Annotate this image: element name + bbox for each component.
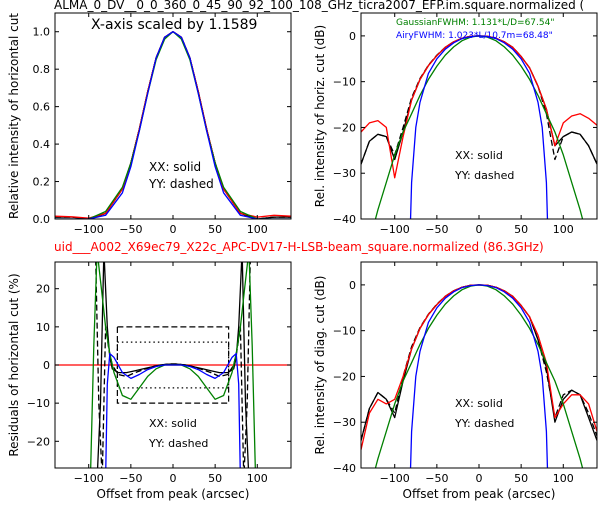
y-tick-label: 0 — [43, 359, 50, 372]
x-tick-label: −50 — [425, 223, 448, 236]
x-tick-label: −100 — [74, 223, 104, 236]
y-tick-label: 0.4 — [33, 138, 51, 151]
annotation: X-axis scaled by 1.1589 — [91, 17, 257, 33]
x-tick-label: −50 — [425, 472, 448, 485]
series-line-4 — [409, 284, 549, 468]
y-tick-label: −10 — [27, 397, 50, 410]
y-tick-label: 20 — [36, 283, 50, 296]
axes-frame — [360, 261, 598, 469]
x-tick-label: 100 — [553, 472, 574, 485]
series-line-4 — [409, 35, 549, 219]
y-tick-label: 0.8 — [33, 63, 51, 76]
y-axis-label: Relative intensity of horizontal cut — [7, 13, 21, 219]
y-tick-label: 0.6 — [33, 101, 51, 114]
x-tick-label: −100 — [74, 472, 104, 485]
top-title: ALMA_0_DV__0_0_360_0_45_90_92_100_108_GH… — [54, 0, 584, 12]
annotation: YY: dashed — [148, 437, 208, 450]
plot-area — [361, 284, 597, 468]
plot-area — [55, 262, 291, 468]
y-tick-label: 1.0 — [33, 26, 51, 39]
x-tick-label: 50 — [514, 223, 528, 236]
x-tick-label: −50 — [119, 223, 142, 236]
y-axis-label: Residuals of horizontal cut (%) — [7, 273, 21, 456]
x-axis-label: Offset from peak (arcsec) — [403, 487, 556, 501]
y-tick-label: −10 — [333, 76, 356, 89]
mid-title: uid___A002_X69ec79_X22c_APC-DV17-H-LSB-b… — [54, 240, 544, 254]
y-tick-label: −20 — [27, 435, 50, 448]
y-tick-label: 0 — [349, 30, 356, 43]
plot-area — [55, 31, 291, 219]
annotation: XX: solid — [455, 397, 503, 410]
series-line-3 — [105, 352, 241, 468]
legend-entry: AiryFWHM: 1.023*L/10.7m=68.48" — [396, 31, 553, 41]
annotation: YY: dashed — [148, 177, 214, 191]
series-line-4 — [55, 31, 291, 219]
x-tick-label: 100 — [247, 223, 268, 236]
annotation: YY: dashed — [454, 417, 514, 430]
series-line-1 — [361, 35, 597, 165]
annotation: XX: solid — [149, 160, 201, 174]
annotation: XX: solid — [149, 417, 197, 430]
series-line-0 — [361, 35, 597, 165]
x-axis-label: Offset from peak (arcsec) — [97, 487, 250, 501]
y-tick-label: −20 — [333, 121, 356, 134]
residual-box-dotted — [116, 341, 230, 389]
y-tick-label: −20 — [333, 370, 356, 383]
x-tick-label: 50 — [514, 472, 528, 485]
annotation: XX: solid — [455, 149, 503, 162]
x-tick-label: 0 — [476, 472, 483, 485]
x-tick-label: 50 — [208, 223, 222, 236]
x-tick-label: 0 — [476, 223, 483, 236]
y-tick-label: 0 — [349, 279, 356, 292]
axes-frame — [360, 12, 598, 220]
chart-panel-tl: −100 −50 0 50 100 0.0 0.2 0.4 0.6 0.8 1.0 Relative … — [7, 12, 292, 236]
y-tick-label: −10 — [333, 325, 356, 338]
y-tick-label: −40 — [333, 462, 356, 475]
y-axis-label: Rel. intensity of diag. cut (dB) — [313, 276, 327, 455]
y-tick-label: −30 — [333, 167, 356, 180]
y-axis-label: Rel. intensity of horiz. cut (dB) — [313, 25, 327, 207]
y-tick-label: −40 — [333, 213, 356, 226]
x-tick-label: −100 — [380, 223, 410, 236]
x-tick-label: 50 — [208, 472, 222, 485]
x-tick-label: −100 — [380, 472, 410, 485]
y-tick-label: 10 — [36, 321, 50, 334]
x-tick-label: 0 — [170, 472, 177, 485]
x-tick-label: 100 — [247, 472, 268, 485]
plot-area — [361, 35, 597, 219]
annotation: YY: dashed — [454, 169, 514, 182]
x-tick-label: −50 — [119, 472, 142, 485]
x-tick-label: 0 — [170, 223, 177, 236]
y-tick-label: 0.0 — [33, 213, 51, 226]
x-tick-label: 100 — [553, 223, 574, 236]
y-tick-label: 0.2 — [33, 176, 51, 189]
legend-entry: GaussianFWHM: 1.131*L/D=67.54" — [396, 18, 554, 28]
y-tick-label: −30 — [333, 416, 356, 429]
